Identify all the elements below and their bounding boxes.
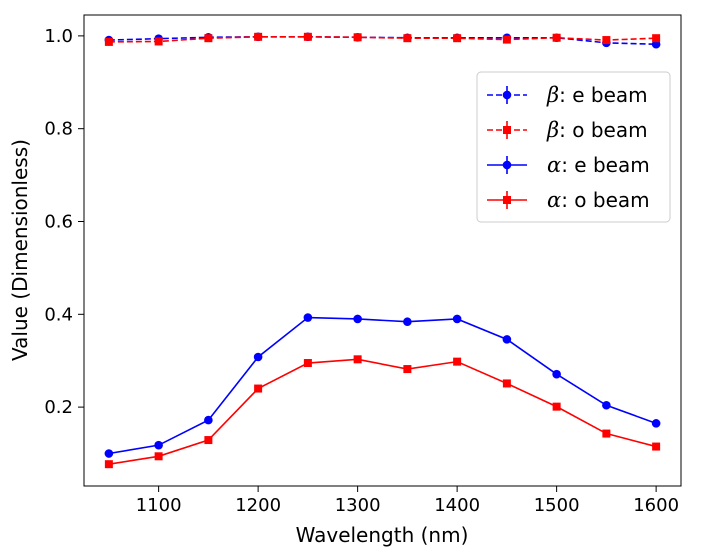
data-point [652,34,661,43]
data-point [254,384,263,393]
legend: β: e beam β: o beam α: e beam α: o beam [476,71,671,223]
data-point [104,449,114,458]
data-point [403,317,412,327]
y-tick-label: 0.8 [44,119,73,140]
data-point [602,36,611,45]
x-tick-label: 1400 [434,495,480,516]
y-tick-label: 1.0 [44,26,73,47]
x-tick-label: 1600 [633,495,679,516]
data-point [353,355,362,364]
legend-marker [502,160,512,170]
y-tick-label: 0.2 [44,397,73,418]
x-tick-label: 1200 [235,495,281,516]
data-point [453,34,462,43]
data-point [353,314,362,324]
y-tick-label: 0.4 [44,304,73,325]
axis-ticks: 1100 1200 1300 1400 1500 1600 0.2 0.4 0.6 0.8 1.0 [44,26,679,516]
data-point [552,369,561,379]
data-point [154,440,163,450]
data-point [154,37,163,46]
data-point [453,357,462,366]
series-4 [104,355,661,469]
series-3 [104,313,661,458]
legend-marker [502,90,512,100]
data-point [403,34,412,43]
data-point [303,313,313,322]
data-point [104,37,113,46]
data-point [204,34,213,43]
y-tick-label: 0.6 [44,211,73,232]
y-axis-title: Value (Dimensionless) [8,139,32,361]
series-2 [104,32,661,46]
data-point [452,314,462,324]
data-point [303,32,312,41]
legend-label: α: o beam [547,188,650,212]
legend-entry-2: β: o beam [487,118,648,142]
plot-area [104,32,661,469]
data-point [651,419,661,428]
legend-entry-1: β: e beam [487,83,648,107]
data-point [353,33,362,42]
legend-label: β: o beam [546,118,648,142]
series-line [108,36,657,43]
data-point [303,359,312,368]
legend-entry-4: α: o beam [487,188,650,212]
data-point [502,379,511,388]
data-point [204,436,213,445]
x-tick-label: 1100 [136,495,182,516]
data-point [104,460,113,469]
data-point [602,400,611,410]
data-point [652,442,661,451]
data-point [502,35,511,44]
legend-entry-3: α: e beam [487,153,650,177]
plot-frame [83,14,682,487]
data-point [403,365,412,374]
legend-label: β: e beam [546,83,648,107]
series-line [108,358,657,465]
x-tick-label: 1300 [335,495,381,516]
legend-label: α: e beam [547,153,650,177]
data-point [254,32,263,41]
legend-marker [503,196,511,204]
legend-box [476,71,671,223]
data-point [253,352,263,362]
legend-marker [503,126,511,134]
data-point [502,335,512,344]
x-axis-title: Wavelength (nm) [296,523,469,547]
data-point [154,452,163,461]
series-line [108,316,657,455]
data-point [552,33,561,42]
data-point [602,429,611,438]
data-point [204,415,213,425]
data-point [552,402,561,411]
x-tick-label: 1500 [534,495,580,516]
